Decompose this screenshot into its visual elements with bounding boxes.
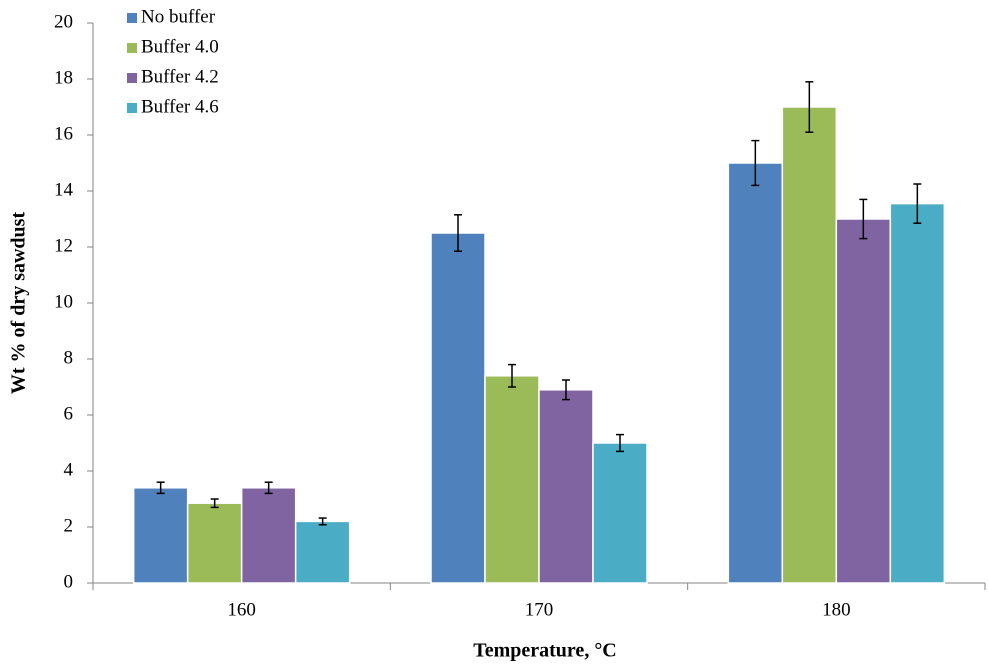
bar: [538, 389, 594, 584]
bar: [889, 202, 946, 584]
error-bar: [805, 81, 814, 133]
legend-swatch: [127, 13, 137, 23]
error-bar: [264, 481, 273, 495]
legend-label: Buffer 4.2: [141, 66, 219, 87]
legend-label: Buffer 4.6: [141, 96, 219, 117]
error-bar: [156, 481, 165, 495]
y-tick-label: 20: [54, 11, 73, 32]
bar: [132, 487, 189, 584]
bar: [186, 502, 243, 584]
error-bar: [454, 214, 462, 252]
bar: [592, 442, 648, 584]
x-tick-label: 160: [227, 599, 256, 620]
error-bar: [859, 198, 868, 240]
error-bar: [210, 498, 219, 509]
error-bar: [562, 379, 570, 401]
error-bar: [751, 139, 760, 187]
x-tick-label: 180: [822, 599, 851, 620]
y-tick-label: 8: [64, 347, 74, 368]
y-tick-label: 4: [64, 459, 74, 480]
x-tick-label: 170: [525, 599, 554, 620]
legend-label: Buffer 4.0: [141, 36, 219, 57]
bar: [240, 487, 297, 584]
y-tick-label: 0: [64, 571, 74, 592]
legend-swatch: [127, 43, 137, 53]
y-tick-label: 6: [64, 403, 74, 424]
error-bar: [616, 433, 624, 453]
bar: [727, 162, 784, 584]
error-bar: [318, 517, 327, 526]
legend-swatch: [127, 103, 137, 113]
bar: [294, 520, 351, 584]
legend-label: No buffer: [141, 6, 216, 27]
y-tick-label: 18: [54, 67, 73, 88]
y-tick-label: 10: [54, 291, 73, 312]
legend-swatch: [127, 73, 137, 83]
bar: [835, 218, 892, 584]
bar: [484, 375, 540, 584]
x-axis-title: Temperature, °C: [473, 640, 617, 662]
y-tick-label: 16: [54, 123, 73, 144]
error-bar: [508, 363, 516, 388]
bar: [430, 232, 486, 584]
y-axis-title: Wt % of dry sawdust: [8, 212, 30, 395]
y-tick-label: 14: [54, 179, 74, 200]
bar: [781, 106, 838, 584]
error-bar: [913, 183, 922, 224]
y-tick-label: 2: [64, 515, 74, 536]
y-tick-label: 12: [54, 235, 73, 256]
